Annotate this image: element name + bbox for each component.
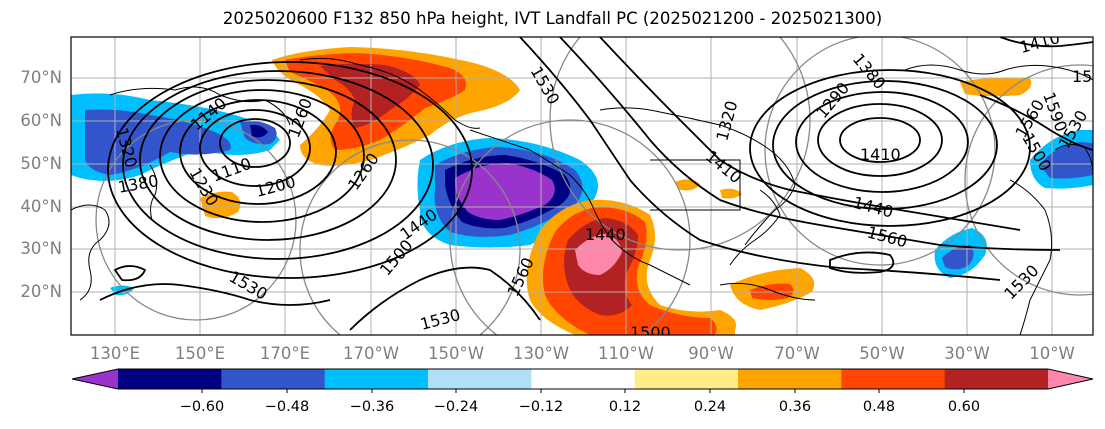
colorbar-swatch bbox=[531, 369, 636, 389]
height-contours bbox=[99, 37, 1093, 331]
lat-label: 70°N bbox=[20, 68, 62, 87]
lon-label: 150°W bbox=[427, 344, 485, 363]
lat-label: 50°N bbox=[20, 154, 62, 173]
colorbar-tick-label: −0.48 bbox=[264, 399, 310, 415]
colorbar-tick-label: −0.36 bbox=[349, 399, 395, 415]
colorbar-swatch bbox=[118, 369, 222, 389]
colorbar bbox=[71, 368, 1094, 393]
lon-label: 50°W bbox=[859, 344, 905, 363]
lon-label: 130°W bbox=[512, 344, 570, 363]
lon-label: 130°E bbox=[89, 344, 141, 363]
colorbar-tick-label: 0.12 bbox=[608, 399, 642, 415]
lon-label: 110°W bbox=[597, 344, 655, 363]
contour-label: 1440 bbox=[585, 225, 626, 244]
colorbar-swatch bbox=[324, 369, 429, 389]
contour-label: 1410 bbox=[860, 145, 901, 164]
coastlines bbox=[71, 57, 1093, 335]
colorbar-swatch bbox=[634, 369, 739, 389]
colorbar-swatch bbox=[841, 369, 946, 389]
lat-label: 40°N bbox=[20, 197, 62, 216]
colorbar-tick-label: −0.12 bbox=[518, 399, 564, 415]
colorbar-extend-left bbox=[72, 369, 118, 389]
lat-label: 30°N bbox=[20, 239, 62, 258]
range-circles bbox=[95, 37, 1093, 335]
colorbar-tick-label: 0.60 bbox=[947, 399, 981, 415]
lon-label: 10°W bbox=[1029, 344, 1075, 363]
colorbar-tick-label: −0.24 bbox=[433, 399, 479, 415]
lon-label: 170°W bbox=[342, 344, 400, 363]
colorbar-extend-right bbox=[1048, 369, 1093, 389]
lon-label: 90°W bbox=[688, 344, 734, 363]
map-frame bbox=[70, 36, 1094, 336]
contour-label: 1500 bbox=[630, 323, 671, 342]
contour-label: 15 bbox=[1072, 67, 1092, 86]
lon-label: 150°E bbox=[174, 344, 226, 363]
colorbar-swatch bbox=[738, 369, 842, 389]
colorbar-tick-label: 0.48 bbox=[862, 399, 896, 415]
colorbar-outline bbox=[71, 368, 1094, 390]
colorbar-swatch bbox=[221, 369, 326, 389]
lon-label: 170°E bbox=[259, 344, 311, 363]
lon-label: 70°W bbox=[774, 344, 820, 363]
colorbar-tick-label: 0.36 bbox=[778, 399, 812, 415]
colorbar-tick-label: 0.24 bbox=[693, 399, 727, 415]
lat-label: 20°N bbox=[20, 282, 62, 301]
map-plot-area: 1110 1200 1260 1140 1380 1230 1320 1260 … bbox=[71, 37, 1093, 342]
lat-label: 60°N bbox=[20, 111, 62, 130]
colorbar-swatch bbox=[944, 369, 1049, 389]
lon-label: 30°W bbox=[944, 344, 990, 363]
colorbar-swatch bbox=[428, 369, 532, 389]
colorbar-tick-label: −0.60 bbox=[179, 399, 225, 415]
map-title: 2025020600 F132 850 hPa height, IVT Land… bbox=[222, 9, 883, 28]
